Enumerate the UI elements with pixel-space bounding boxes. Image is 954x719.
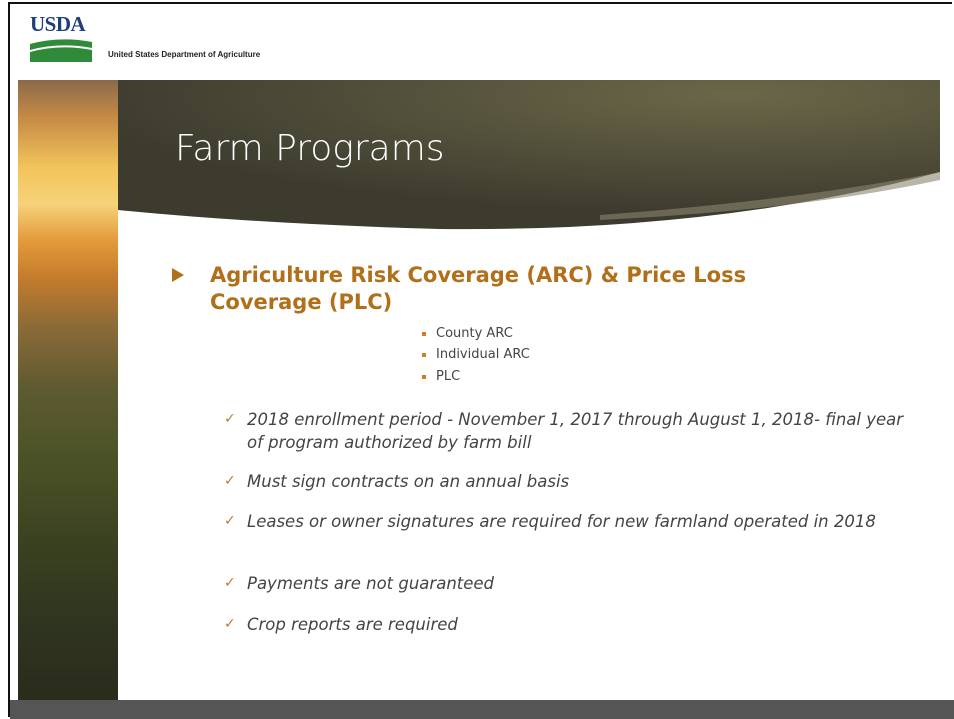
main-bullet: Agriculture Risk Coverage (ARC) & Price …	[172, 262, 822, 316]
check-item: ✓Must sign contracts on an annual basis	[224, 470, 904, 493]
sub-bullet: County ARC	[422, 326, 513, 341]
sub-bullet: PLC	[422, 369, 460, 384]
footer-bar	[10, 700, 954, 719]
sub-bullet-text: Individual ARC	[436, 347, 530, 362]
check-item-text: Payments are not guaranteed	[247, 572, 904, 595]
sub-bullet: Individual ARC	[422, 347, 530, 362]
check-item: ✓Crop reports are required	[224, 613, 904, 636]
slide-page: {"header": {"logo": "USDA", "agency": "U…	[0, 0, 954, 719]
sub-bullet-text: County ARC	[436, 326, 513, 341]
main-bullet-text: Agriculture Risk Coverage (ARC) & Price …	[210, 262, 822, 316]
slide-title: Farm Programs	[175, 128, 445, 169]
sub-bullet-text: PLC	[436, 369, 460, 384]
check-item: ✓Payments are not guaranteed	[224, 572, 904, 595]
check-item-text: Leases or owner signatures are required …	[247, 510, 904, 533]
check-item-text: Must sign contracts on an annual basis	[247, 470, 904, 493]
check-item-text: 2018 enrollment period - November 1, 201…	[247, 408, 904, 454]
check-item: ✓Leases or owner signatures are required…	[224, 510, 904, 533]
check-item: ✓2018 enrollment period - November 1, 20…	[224, 408, 904, 454]
check-item-text: Crop reports are required	[247, 613, 904, 636]
